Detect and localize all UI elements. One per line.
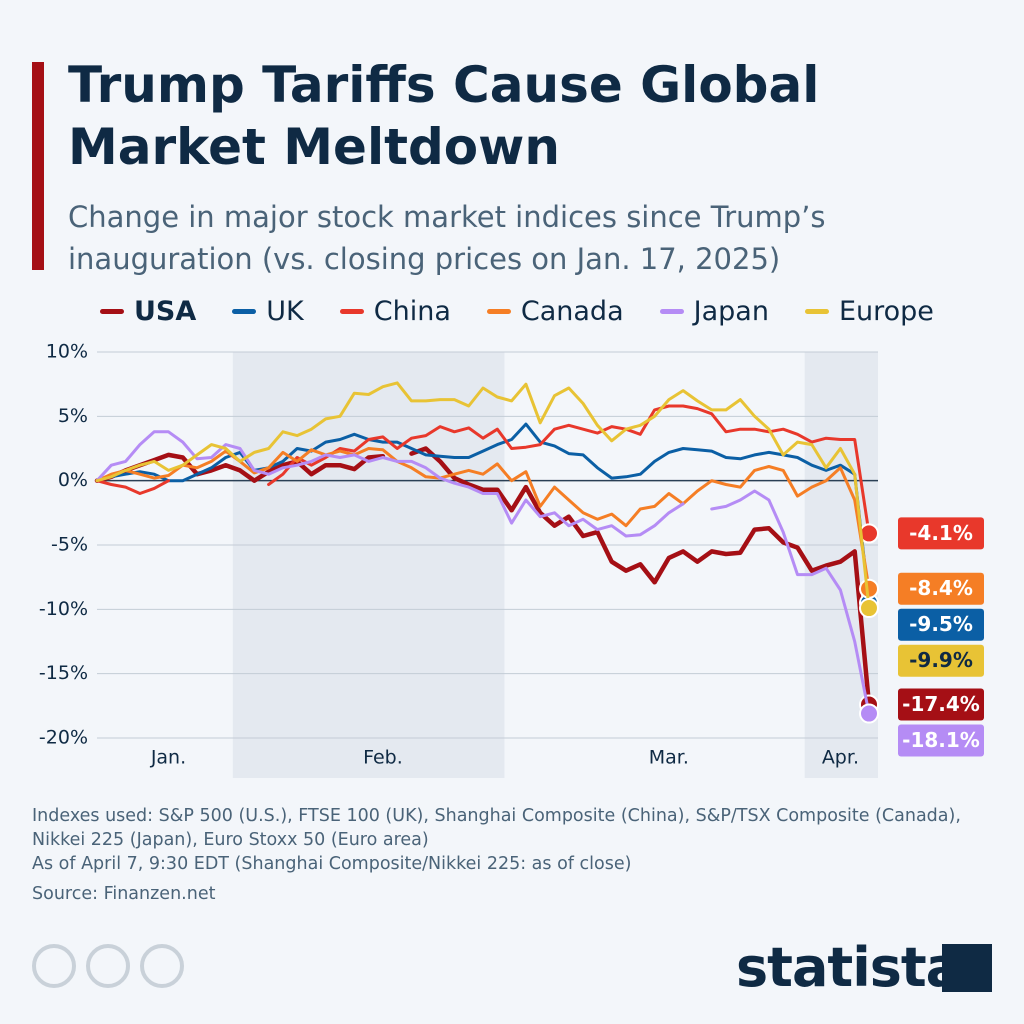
end-label-text: -8.4%	[909, 576, 973, 600]
legend-item: USA	[100, 296, 196, 327]
series-line	[95, 422, 871, 605]
source: Source: Finanzen.net	[32, 884, 216, 904]
legend-swatch	[804, 309, 829, 314]
note: As of April 7, 9:30 EDT (Shanghai Compos…	[32, 854, 632, 874]
x-tick-label: Jan.	[150, 747, 186, 769]
end-label: -4.1%	[898, 517, 984, 550]
brand-logo	[942, 944, 992, 992]
legend-swatch	[100, 309, 124, 314]
legend-label: USA	[134, 296, 197, 327]
legend-item: Canada	[486, 296, 624, 327]
legend-label: Japan	[693, 296, 769, 327]
legend-label: Europe	[838, 296, 934, 327]
legend-item: Japan	[659, 296, 769, 327]
note: Indexes used: S&P 500 (U.S.), FTSE 100 (…	[32, 806, 961, 850]
y-tick-label: 5%	[58, 405, 88, 427]
end-label-box	[898, 724, 984, 757]
end-label: -17.4%	[898, 688, 984, 721]
end-label-box	[898, 644, 984, 677]
icon	[140, 944, 184, 988]
legend-swatch	[659, 309, 684, 314]
end-label-text: -17.4%	[902, 692, 980, 716]
legend: USA UK China Canada Japan Europe	[100, 296, 934, 327]
end-label-text: -9.9%	[909, 648, 973, 672]
footnotes: Indexes used: S&P 500 (U.S.), FTSE 100 (…	[32, 804, 982, 906]
license-icons	[32, 944, 184, 988]
y-tick-label: -10%	[39, 598, 88, 620]
end-label: -8.4%	[898, 572, 984, 605]
legend-swatch	[486, 309, 511, 314]
end-label-box	[898, 608, 984, 641]
y-tick-label: 0%	[58, 469, 88, 491]
y-tick-label: -15%	[39, 662, 88, 684]
chart-subtitle: Change in major stock market indices sin…	[68, 200, 826, 276]
brand: statista	[736, 936, 962, 999]
chart-title: Trump Tariffs Cause Global Market Meltdo…	[68, 56, 820, 176]
legend-swatch	[232, 309, 257, 314]
end-label-text: -18.1%	[902, 728, 980, 752]
series-line	[95, 381, 871, 610]
end-label-box	[898, 572, 984, 605]
end-label: -9.5%	[898, 608, 984, 641]
end-label-box	[898, 517, 984, 550]
icon	[32, 944, 76, 988]
legend-swatch	[339, 309, 364, 314]
end-label-text: -9.5%	[909, 612, 973, 636]
legend-item: UK	[232, 296, 304, 327]
end-label-text: -4.1%	[909, 521, 973, 545]
x-tick-label: Feb.	[363, 747, 403, 769]
end-marker	[859, 598, 879, 619]
legend-item: Europe	[804, 296, 934, 327]
series-line	[95, 447, 871, 591]
x-tick-label: Apr.	[822, 747, 859, 769]
month-band	[232, 352, 505, 778]
legend-label: Canada	[520, 296, 624, 327]
y-tick-label: 10%	[46, 341, 88, 363]
end-marker	[859, 703, 879, 724]
accent-bar	[32, 62, 44, 270]
chart: -20% -15% -10% -5% 0% 5% 10% Jan. Feb. Mar. Apr. -4…	[39, 341, 984, 778]
end-label-box	[898, 688, 984, 721]
legend-label: China	[373, 296, 451, 327]
y-tick-label: -20%	[39, 727, 88, 749]
x-tick-label: Mar.	[649, 747, 689, 769]
icon	[86, 944, 130, 988]
end-label: -9.9%	[898, 644, 984, 677]
legend-label: UK	[266, 296, 304, 327]
end-label: -18.1%	[898, 724, 984, 757]
y-tick-label: -5%	[51, 534, 88, 556]
legend-item: China	[339, 296, 451, 327]
